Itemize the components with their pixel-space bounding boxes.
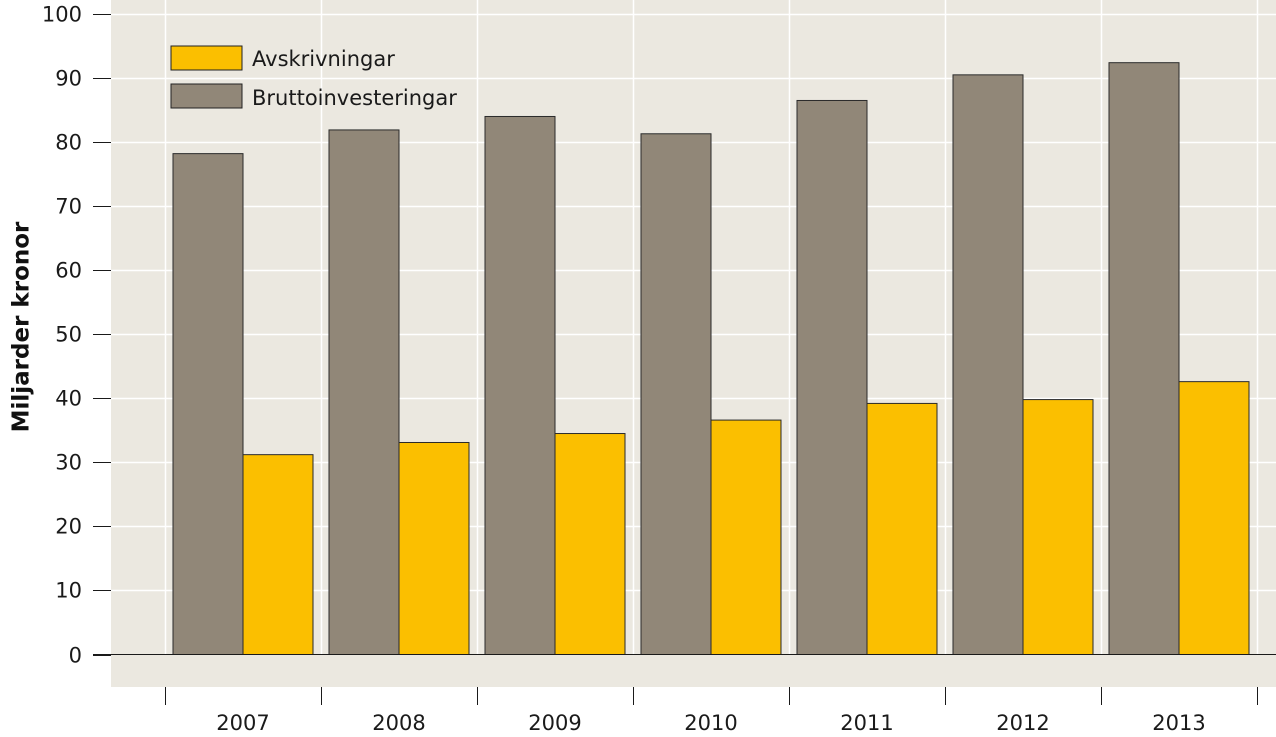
bar-bruttoinvesteringar-2007 [172, 153, 244, 655]
bar-avskrivningar-2010 [710, 419, 782, 655]
bar-avskrivningar-2008 [398, 441, 470, 655]
bar-bruttoinvesteringar-2013 [1108, 62, 1180, 656]
y-axis-label: Miljarder kronor [9, 221, 35, 432]
bar-bruttoinvesteringar-2010 [640, 133, 712, 655]
y-tick-label: 50 [55, 323, 82, 347]
y-tick-label: 10 [55, 579, 82, 603]
x-axis: 2007 2008 2009 2010 2011 2012 2013 [165, 687, 1258, 735]
bar-bruttoinvesteringar-2008 [328, 129, 400, 656]
bar-bruttoinvesteringar-2009 [484, 115, 556, 656]
bar-avskrivningar-2012 [1022, 399, 1094, 655]
x-tick-label: 2012 [996, 711, 1049, 735]
legend-swatch-bruttoinvesteringar [170, 83, 243, 109]
bars [172, 62, 1250, 656]
y-tick-label: 60 [55, 259, 82, 283]
y-axis: 0 10 20 30 40 50 60 70 80 90 100 [42, 3, 111, 668]
bar-avskrivningar-2009 [554, 433, 626, 655]
bar-bruttoinvesteringar-2012 [952, 74, 1024, 656]
bar-avskrivningar-2013 [1178, 381, 1250, 655]
y-tick-label: 90 [55, 67, 82, 91]
x-tick-label: 2013 [1152, 711, 1205, 735]
y-tick-label: 40 [55, 387, 82, 411]
bar-avskrivningar-2007 [242, 454, 314, 655]
bar-bruttoinvesteringar-2011 [796, 99, 868, 655]
legend-label-bruttoinvesteringar: Bruttoinvesteringar [252, 86, 457, 110]
y-tick-label: 100 [42, 3, 82, 27]
legend-label-avskrivningar: Avskrivningar [252, 47, 395, 71]
x-tick-label: 2007 [216, 711, 269, 735]
y-tick-label: 20 [55, 515, 82, 539]
legend-swatch-avskrivningar [170, 45, 243, 71]
x-tick-label: 2010 [684, 711, 737, 735]
y-tick-label: 0 [69, 644, 82, 668]
y-tick-label: 80 [55, 131, 82, 155]
y-tick-label: 70 [55, 195, 82, 219]
x-tick-label: 2009 [528, 711, 581, 735]
x-tick-label: 2011 [840, 711, 893, 735]
legend: Avskrivningar Bruttoinvesteringar [170, 45, 457, 110]
bar-avskrivningar-2011 [866, 402, 938, 656]
y-tick-label: 30 [55, 451, 82, 475]
x-tick-label: 2008 [372, 711, 425, 735]
